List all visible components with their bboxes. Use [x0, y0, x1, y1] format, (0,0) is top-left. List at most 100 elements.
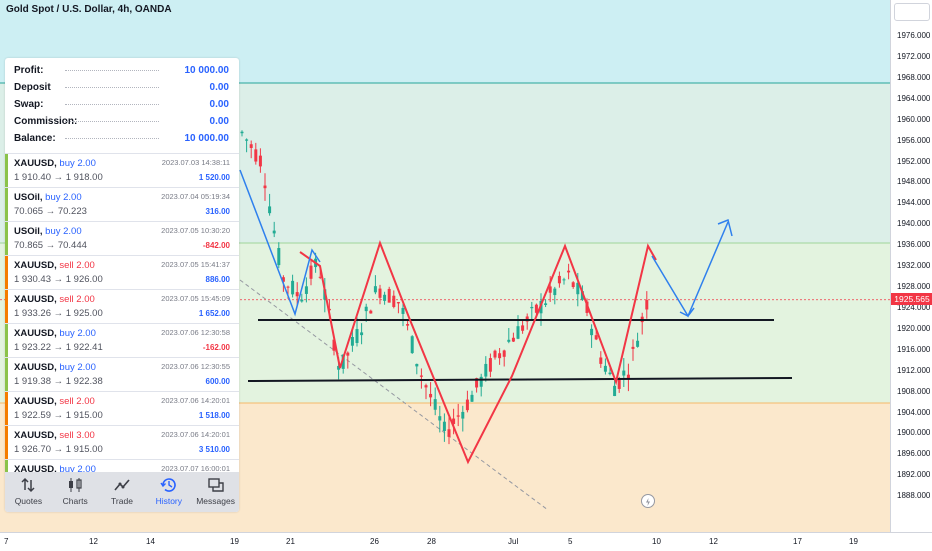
trade-side: sell 2.00: [59, 396, 95, 407]
summary-value: 0.00: [209, 99, 229, 110]
summary-label: Commission:: [14, 116, 78, 127]
trade-symbol: XAUUSD, sell 2.00: [14, 294, 95, 305]
candle-body: [544, 303, 548, 305]
time-tick-label: 26: [370, 537, 379, 546]
trade-symbol-text: XAUUSD,: [14, 260, 57, 271]
candle-body: [300, 299, 304, 302]
time-tick-label: 28: [427, 537, 436, 546]
price-tick-label: 1972.000: [897, 51, 931, 61]
candle-body: [488, 358, 492, 372]
candle-body: [493, 350, 497, 358]
trade-symbol: XAUUSD, sell 2.00: [14, 396, 95, 407]
candle-body: [350, 336, 354, 346]
account-summary: Profit: 10 000.00 Deposit 0.00 Swap: 0.00 C…: [5, 58, 239, 154]
trade-row[interactable]: XAUUSD, buy 2.00 1 919.38 → 1 922.38 2023.…: [5, 358, 239, 392]
trade-side-bar: [5, 392, 8, 425]
candle-body: [401, 307, 405, 314]
candle-body: [309, 265, 313, 279]
trade-row[interactable]: USOil, buy 2.00 70.865 → 70.444 2023.07.05…: [5, 222, 239, 256]
trade-symbol-text: XAUUSD,: [14, 328, 57, 339]
candle-body: [240, 131, 244, 134]
summary-value: 10 000.00: [184, 133, 230, 144]
time-tick-label: 17: [793, 537, 802, 546]
trade-row[interactable]: XAUUSD, sell 2.00 1 930.43 → 1 926.00 2023…: [5, 256, 239, 290]
trade-history-panel[interactable]: Profit: 10 000.00 Deposit 0.00 Swap: 0.00 C…: [5, 58, 239, 512]
time-tick-label: Jul: [508, 537, 519, 546]
candle-body: [465, 399, 469, 411]
trade-row[interactable]: XAUUSD, buy 2.00 1 910.40 → 1 918.00 2023.…: [5, 154, 239, 188]
projection-arrow-head: [679, 307, 695, 317]
price-tick-label: 1892.000: [897, 470, 931, 480]
candle-body: [281, 277, 285, 282]
candle-body: [268, 206, 272, 214]
candle-body: [511, 337, 515, 342]
candle-body: [258, 155, 262, 167]
candle-body: [433, 399, 437, 410]
candle-body: [424, 385, 428, 388]
candle-body: [369, 310, 373, 314]
trade-time: 2023.07.04 05:19:34: [161, 192, 230, 201]
trade-row[interactable]: XAUUSD, sell 3.00 1 926.70 → 1 915.00 2023…: [5, 426, 239, 460]
trade-icon: [99, 476, 146, 496]
tab-history[interactable]: History: [145, 472, 192, 512]
price-tick-label: 1928.000: [897, 282, 931, 292]
candle-body: [553, 288, 557, 296]
candle-body: [617, 378, 621, 389]
summary-value: 0.00: [209, 82, 229, 93]
time-tick-label: 10: [652, 537, 661, 546]
tab-messages[interactable]: Messages: [192, 472, 239, 512]
candle-body: [419, 375, 423, 377]
projection-line-left: [239, 169, 321, 317]
candle-body: [613, 385, 617, 397]
summary-label: Swap:: [14, 99, 44, 110]
trade-row[interactable]: XAUUSD, sell 2.00 1 922.59 → 1 915.00 2023…: [5, 392, 239, 426]
trade-row[interactable]: XAUUSD, sell 2.00 1 933.26 → 1 925.00 2023…: [5, 290, 239, 324]
price-tick-label: 1944.000: [897, 198, 931, 208]
candle-body: [304, 286, 308, 294]
chart-title: Gold Spot / U.S. Dollar, 4h, OANDA: [6, 4, 172, 15]
trade-side-bar: [5, 358, 8, 391]
time-axis[interactable]: 7 12 14 19 21 26 28 Jul 5 10 12 17 19: [0, 532, 932, 551]
lightning-icon[interactable]: [641, 494, 655, 508]
bottom-tab-bar[interactable]: Quotes Charts Trade History Messages: [5, 472, 239, 512]
time-tick-label: 19: [230, 537, 239, 546]
trade-row[interactable]: XAUUSD, buy 2.00 1 923.22 → 1 922.41 2023.…: [5, 324, 239, 358]
price-chart[interactable]: [0, 0, 890, 532]
trade-side: buy 2.00: [45, 192, 82, 203]
trade-side-bar: [5, 324, 8, 357]
trade-symbol-text: XAUUSD,: [14, 294, 57, 305]
candle-body: [557, 275, 561, 284]
trade-side: buy 2.00: [59, 362, 96, 373]
trade-price-range: 1 926.70 → 1 915.00: [14, 444, 103, 455]
lower-support-line: [247, 377, 793, 382]
time-tick-label: 19: [849, 537, 858, 546]
candle-body: [626, 374, 630, 379]
candle-body: [484, 363, 488, 377]
trade-row[interactable]: USOil, buy 2.00 70.065 → 70.223 2023.07.04…: [5, 188, 239, 222]
trade-list[interactable]: XAUUSD, buy 2.00 1 910.40 → 1 918.00 2023.…: [5, 154, 239, 494]
tab-charts[interactable]: Charts: [52, 472, 99, 512]
tab-quotes[interactable]: Quotes: [5, 472, 52, 512]
trade-side: sell 2.00: [59, 294, 95, 305]
projection-arrow-head: [717, 218, 733, 237]
candle-body: [461, 411, 465, 419]
candle-body: [318, 276, 322, 278]
summary-swap: Swap: 0.00: [5, 96, 239, 113]
candle-body: [636, 340, 640, 347]
candle-body: [286, 286, 290, 288]
trade-pnl: 1 518.00: [198, 411, 230, 420]
trade-side: buy 2.00: [59, 328, 96, 339]
trade-pnl: 600.00: [205, 377, 230, 386]
summary-profit: Profit: 10 000.00: [5, 62, 239, 79]
tab-trade[interactable]: Trade: [99, 472, 146, 512]
candle-body: [548, 286, 552, 293]
trade-time: 2023.07.05 15:41:37: [161, 260, 230, 269]
trade-pnl: 886.00: [205, 275, 230, 284]
price-axis[interactable]: 1976.000 1972.000 1968.000 1964.000 1960.000…: [890, 0, 932, 532]
candle-body: [392, 295, 396, 307]
candle-body: [360, 332, 364, 336]
trend-line-dashed: [239, 279, 549, 511]
candle-body: [580, 291, 584, 300]
axis-settings-button[interactable]: [894, 3, 930, 21]
trade-side: sell 3.00: [59, 430, 95, 441]
